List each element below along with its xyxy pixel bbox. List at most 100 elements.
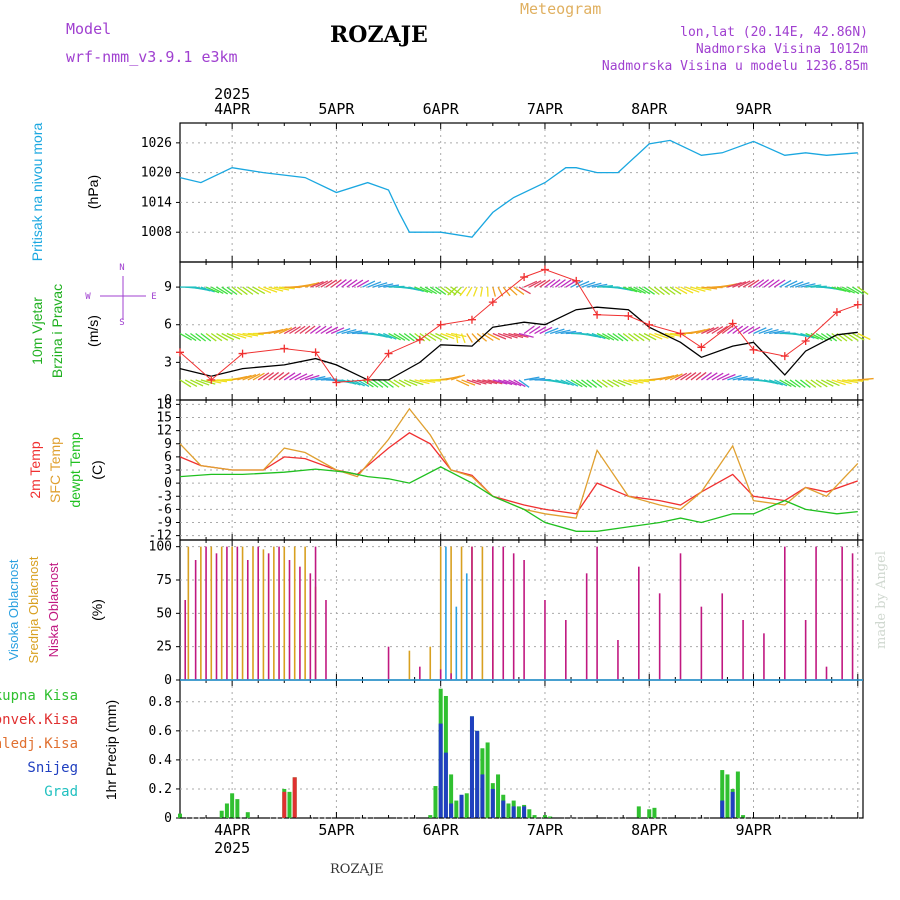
wind-direction-arrow	[351, 331, 368, 335]
wind-direction-arrow	[283, 372, 296, 381]
wind-direction-arrow	[445, 332, 461, 339]
wind-direction-arrow	[857, 332, 871, 341]
wind-gust-marker	[676, 329, 685, 338]
clouds-tick-label: 75	[156, 573, 172, 588]
wind-direction-arrow	[638, 332, 651, 341]
wind-direction-arrow	[190, 332, 202, 342]
legend-temp-sfc: SFC Temp	[47, 437, 63, 503]
wind-direction-arrow	[518, 286, 531, 295]
wind-direction-arrow	[205, 286, 220, 294]
wind-direction-arrow	[482, 379, 498, 385]
wind-speed-line	[179, 306, 858, 381]
wind-direction-arrow	[419, 286, 433, 294]
wind-gust-marker	[520, 273, 529, 282]
wind-direction-arrow	[398, 332, 410, 342]
wind-direction-arrow	[409, 286, 424, 292]
wind-direction-arrow	[310, 375, 326, 381]
wind-tick-label: 9	[164, 280, 172, 295]
precip-total-bar	[516, 806, 521, 818]
wind-direction-arrow	[696, 286, 712, 291]
date-label-bottom: 9APR	[735, 821, 772, 839]
temperature-tick-label: -3	[156, 489, 172, 504]
wind-direction-arrow	[445, 375, 461, 381]
temperature-tick-label: 0	[164, 476, 172, 491]
precip-total-bar	[725, 774, 730, 818]
wind-direction-arrow	[346, 330, 363, 335]
wind-direction-arrow	[299, 325, 311, 335]
wind-direction-arrow	[820, 332, 833, 342]
wind-direction-arrow	[247, 286, 260, 295]
wind-direction-arrow	[805, 284, 822, 288]
wind-direction-arrow	[263, 372, 275, 381]
wind-direction-arrow	[508, 332, 524, 339]
date-label-top: 4APR	[214, 100, 251, 118]
wind-direction-arrow	[601, 332, 615, 341]
date-label-top: 9APR	[735, 100, 772, 118]
precip-total-bar	[454, 800, 459, 818]
precip-ylabel: 1hr Precip (mm)	[103, 700, 119, 800]
wind-gust-marker	[467, 315, 476, 324]
wind-direction-arrow	[648, 332, 663, 340]
wind-direction-arrow	[330, 279, 342, 288]
precip-tick-label: 0.6	[149, 724, 172, 739]
wind-direction-arrow	[742, 279, 755, 288]
precip-legend-item: Ukupna Kisa	[0, 688, 78, 704]
wind-direction-arrow	[539, 279, 551, 288]
wind-direction-arrow	[237, 332, 253, 338]
wind-direction-arrow	[242, 332, 259, 337]
wind-direction-arrow	[597, 285, 613, 288]
wind-direction-arrow	[555, 279, 566, 288]
wind-direction-arrow	[701, 286, 718, 290]
temperature-tick-label: -6	[156, 502, 172, 517]
precip-snow-bar	[720, 800, 725, 818]
wind-direction-arrow	[247, 373, 261, 381]
wind-direction-arrow	[268, 286, 284, 292]
precip-snow-bar	[443, 752, 448, 818]
wind-direction-arrow	[310, 281, 324, 288]
wind-direction-arrow	[346, 279, 358, 288]
wind-gust-marker	[436, 320, 445, 329]
wind-direction-arrow	[278, 372, 290, 381]
wind-direction-arrow	[711, 326, 724, 335]
wind-direction-arrow	[737, 377, 754, 381]
precip-total-bar	[527, 809, 532, 818]
wind-direction-arrow	[372, 282, 388, 288]
wind-direction-arrow	[294, 373, 308, 381]
wind-direction-arrow	[628, 286, 642, 294]
wind-direction-arrow	[388, 332, 401, 341]
precip-legend-item: Konvek.Kisa	[0, 712, 78, 728]
wind-direction-arrow	[758, 327, 773, 335]
wind-direction-arrow	[847, 379, 864, 382]
wind-direction-arrow	[523, 280, 538, 288]
wind-direction-arrow	[346, 379, 361, 386]
wind-direction-arrow	[706, 326, 719, 335]
wind-direction-arrow	[529, 280, 542, 288]
wind-direction-arrow	[659, 374, 675, 381]
precip-total-bar	[178, 813, 182, 818]
wind-direction-arrow	[278, 327, 293, 335]
wind-gust-marker	[832, 308, 841, 317]
precip-snow-bar	[730, 791, 735, 818]
wind-direction-arrow	[388, 379, 400, 388]
temp-2m-line	[179, 432, 859, 515]
wind-direction-arrow	[836, 379, 852, 385]
wind-direction-arrow	[638, 286, 651, 295]
temperature-tick-label: 6	[164, 450, 172, 465]
wind-direction-arrow	[768, 379, 783, 386]
wind-direction-arrow	[565, 379, 579, 387]
wind-direction-arrow	[294, 325, 306, 335]
wind-direction-arrow	[841, 332, 853, 342]
wind-direction-arrow	[753, 327, 767, 335]
wind-gust-marker	[572, 276, 581, 285]
wind-direction-arrow	[800, 379, 811, 388]
wind-direction-arrow	[403, 332, 415, 342]
clouds-tick-label: 25	[156, 640, 172, 655]
precip-total-bar	[636, 806, 641, 818]
wind-direction-arrow	[591, 379, 603, 388]
wind-direction-arrow	[367, 379, 379, 388]
precip-total-bar	[224, 803, 229, 818]
wind-direction-arrow	[216, 332, 229, 341]
wind-direction-arrow	[617, 379, 632, 386]
precip-total-bar	[433, 786, 438, 818]
wind-direction-arrow	[664, 374, 679, 381]
